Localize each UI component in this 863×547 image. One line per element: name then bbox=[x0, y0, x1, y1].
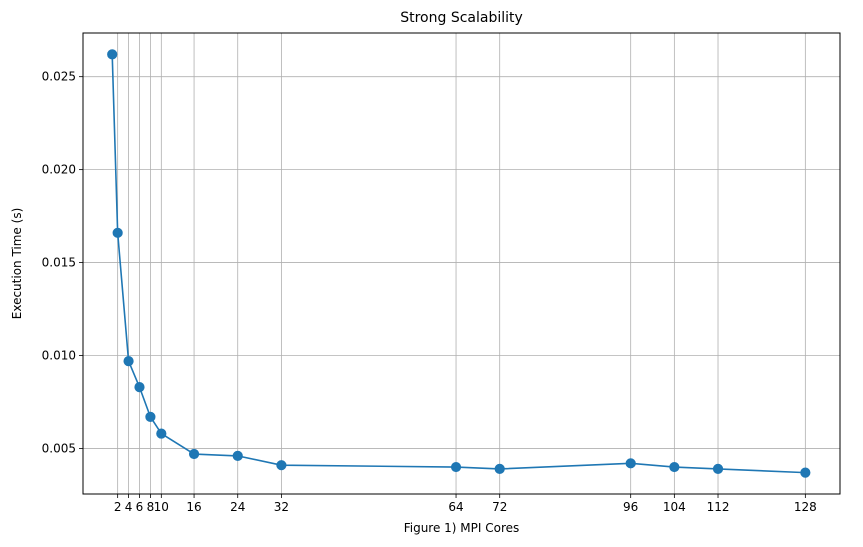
grid bbox=[83, 33, 840, 494]
x-tick-label: 128 bbox=[794, 500, 817, 514]
data-point bbox=[145, 411, 156, 422]
data-point bbox=[123, 355, 134, 367]
x-tick-label: 72 bbox=[492, 500, 507, 514]
data-point bbox=[107, 49, 118, 60]
y-axis-label: Execution Time (s) bbox=[10, 208, 24, 320]
x-tick-label: 6 bbox=[136, 500, 144, 514]
data-point bbox=[134, 382, 145, 393]
x-axis-label: Figure 1) MPI Cores bbox=[404, 521, 520, 535]
y-tick-label: 0.025 bbox=[42, 70, 76, 84]
y-tick-label: 0.005 bbox=[42, 441, 76, 455]
data-point bbox=[112, 227, 123, 238]
x-tick-label: 104 bbox=[663, 500, 686, 514]
data-point bbox=[232, 450, 243, 461]
data-point bbox=[450, 461, 462, 473]
data-point bbox=[276, 460, 287, 471]
series-layer bbox=[107, 49, 811, 478]
data-point bbox=[156, 428, 167, 439]
data-point bbox=[188, 448, 200, 460]
y-axis: 0.005 0.010 0.015 0.020 0.025 bbox=[42, 70, 83, 455]
x-tick-label: 96 bbox=[623, 500, 638, 514]
plot-frame bbox=[82, 32, 841, 495]
data-point bbox=[494, 463, 505, 475]
x-tick-label: 16 bbox=[186, 500, 201, 514]
data-point bbox=[669, 461, 680, 473]
plot-area bbox=[83, 33, 840, 494]
x-tick-label: 24 bbox=[230, 500, 245, 514]
y-tick-label: 0.020 bbox=[42, 163, 76, 177]
y-tick-label: 0.015 bbox=[42, 256, 76, 270]
chart-title: Strong Scalability bbox=[400, 10, 523, 26]
x-tick-label: 8 bbox=[147, 500, 155, 514]
x-tick-label: 2 bbox=[114, 500, 122, 514]
x-axis: 2 4 6 8 10 16 24 32 64 72 96 104 112 128 bbox=[114, 494, 817, 514]
data-point bbox=[712, 463, 724, 475]
data-point bbox=[625, 458, 636, 469]
y-tick-label: 0.010 bbox=[42, 349, 76, 363]
x-tick-label: 4 bbox=[125, 500, 133, 514]
x-tick-label: 32 bbox=[274, 500, 289, 514]
x-tick-label: 112 bbox=[707, 500, 730, 514]
data-point bbox=[800, 467, 811, 478]
x-tick-label: 64 bbox=[448, 500, 463, 514]
x-tick-label: 10 bbox=[154, 500, 169, 514]
